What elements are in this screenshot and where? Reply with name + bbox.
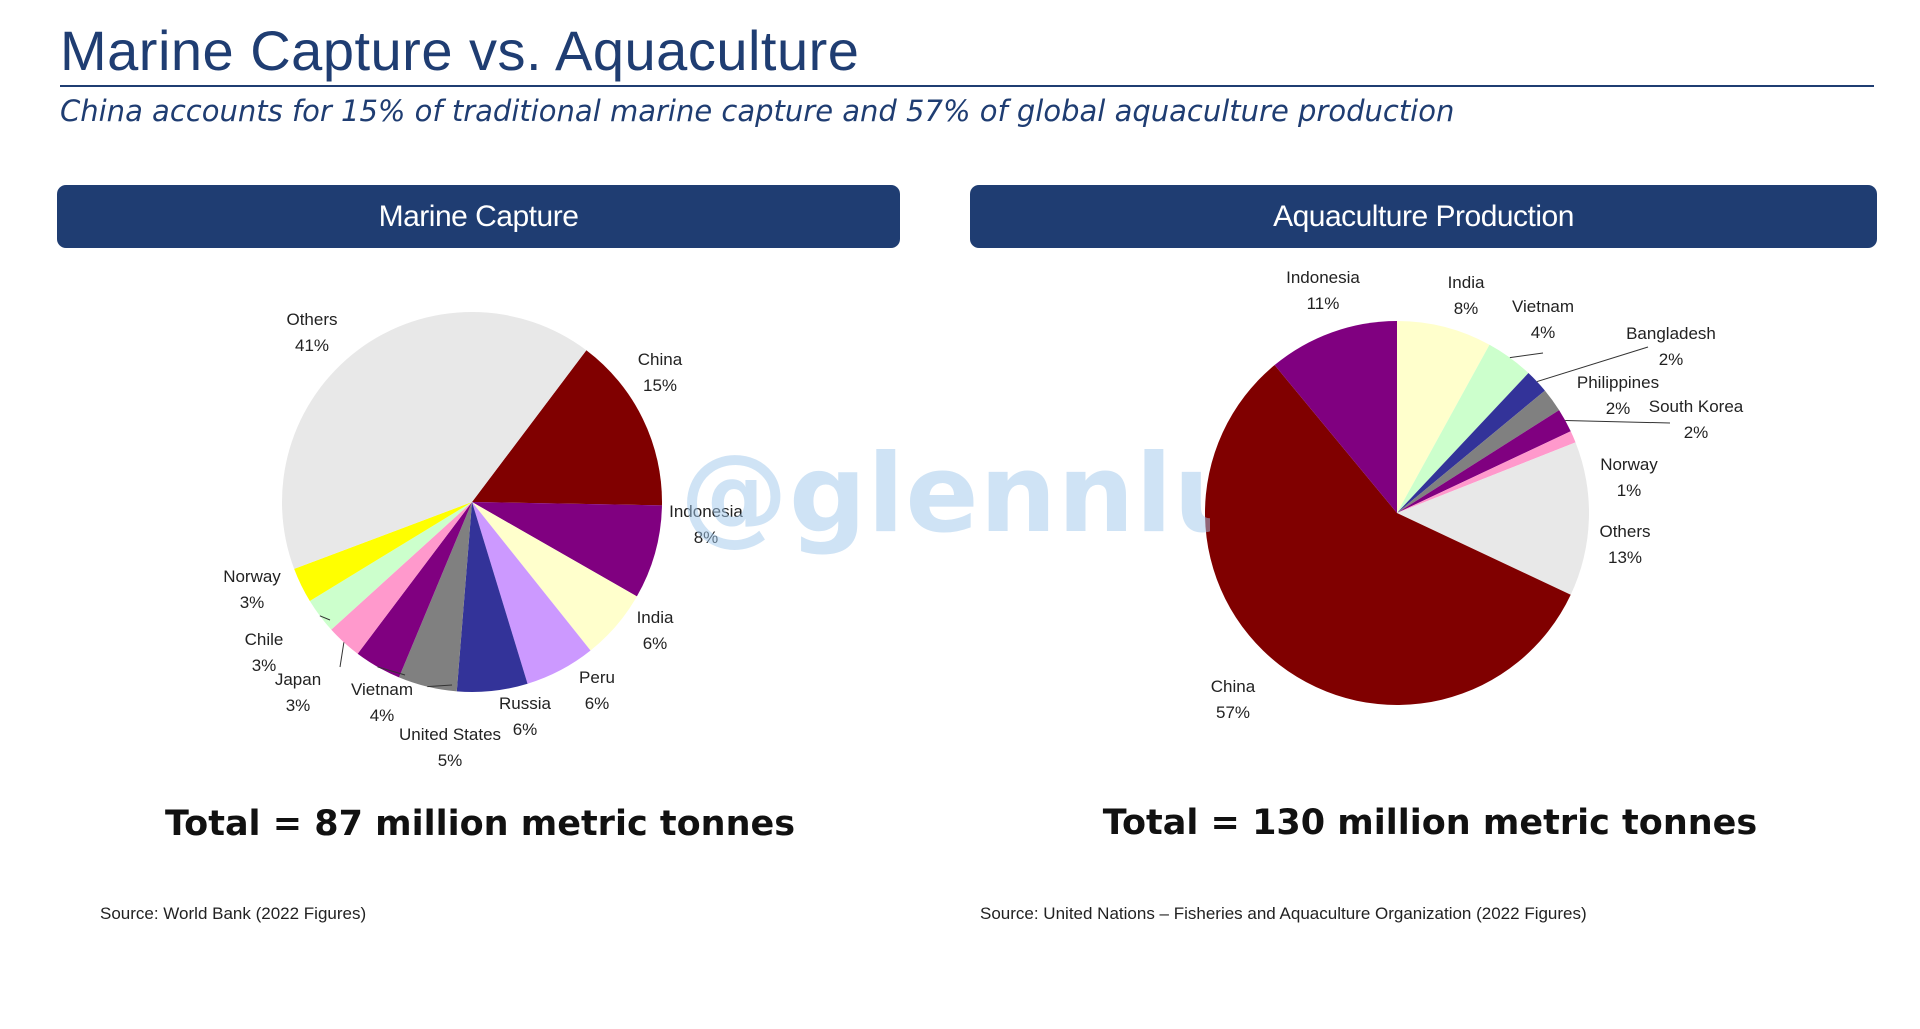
pie-slice-india [472,502,637,651]
pie-slice-united-states [398,502,472,692]
leader-line-vietnam [1509,352,1544,359]
pie-slice-chile [309,502,472,630]
page-title: Marine Capture vs. Aquaculture [60,19,860,82]
pie-slice-vietnam [357,502,472,678]
slice-label-india: India 6% [637,608,674,653]
slice-label-south-korea: South Korea 2% [1649,397,1744,442]
pie-slice-china [472,350,662,506]
leader-line-united-states [427,684,453,688]
pie-slice-peru [472,502,591,684]
pie-slice-others [1397,442,1589,595]
marine-capture-source: Source: World Bank (2022 Figures) [100,904,367,923]
aquaculture-source: Source: United Nations – Fisheries and A… [980,904,1587,923]
page-subtitle: China accounts for 15% of traditional ma… [60,94,1455,128]
pie-slice-japan [331,502,472,654]
title-divider [60,85,1874,87]
slice-label-vietnam: Vietnam 4% [1512,297,1574,342]
slice-label-peru: Peru 6% [579,668,615,713]
slice-label-norway: Norway 3% [223,567,281,612]
slice-label-chile: Chile 3% [245,630,284,675]
slice-label-japan: Japan 3% [275,670,321,715]
slice-label-philippines: Philippines 2% [1577,373,1659,418]
slice-label-others: Others 13% [1599,522,1650,567]
slice-label-indonesia: Indonesia 11% [1286,268,1360,313]
aquaculture-pie-chart: India 8% Vietnam 4% Bangladesh 2%Philippines 2… [1205,268,1744,722]
pie-slice-others [281,311,587,569]
marine-capture-pie-chart: China 15% Indonesia 8% India 6% Peru 6% Russia 6%… [223,310,743,770]
pie-slice-norway [294,502,472,601]
slice-label-bangladesh: Bangladesh 2% [1626,324,1716,369]
pie-slice-indonesia [1274,321,1397,513]
pie-slice-philippines [1397,390,1560,513]
slice-label-vietnam: Vietnam 4% [351,680,413,725]
leader-line-japan [339,642,345,668]
pie-slice-norway [1397,431,1576,513]
aquaculture-header: Aquaculture Production [970,185,1877,248]
slice-label-united-states: United States 5% [399,725,501,770]
slice-label-others: Others 41% [286,310,337,355]
slice-label-china: China 57% [1211,677,1256,722]
slice-label-norway: Norway 1% [1600,455,1658,500]
slice-label-india: India 8% [1448,273,1485,318]
leader-line-vietnam [377,666,406,676]
leader-line-chile [319,615,331,621]
leader-line-south-korea [1565,420,1671,424]
leader-line-bangladesh [1536,346,1649,383]
pie-slice-bangladesh [1397,373,1545,513]
pie-slice-vietnam [1397,344,1529,513]
aquaculture-total: Total = 130 million metric tonnes [1102,803,1758,843]
slice-label-russia: Russia 6% [499,694,552,739]
pie-slice-india [1397,321,1490,513]
pie-slice-china [1205,365,1571,705]
pie-slice-indonesia [472,502,662,597]
marine-capture-header: Marine Capture [57,185,900,248]
slice-label-indonesia: Indonesia 8% [669,502,743,547]
pie-slice-russia [456,502,528,692]
marine-capture-total: Total = 87 million metric tonnes [164,804,796,844]
slice-label-china: China 15% [638,350,683,395]
pie-slice-south-korea [1397,410,1571,513]
